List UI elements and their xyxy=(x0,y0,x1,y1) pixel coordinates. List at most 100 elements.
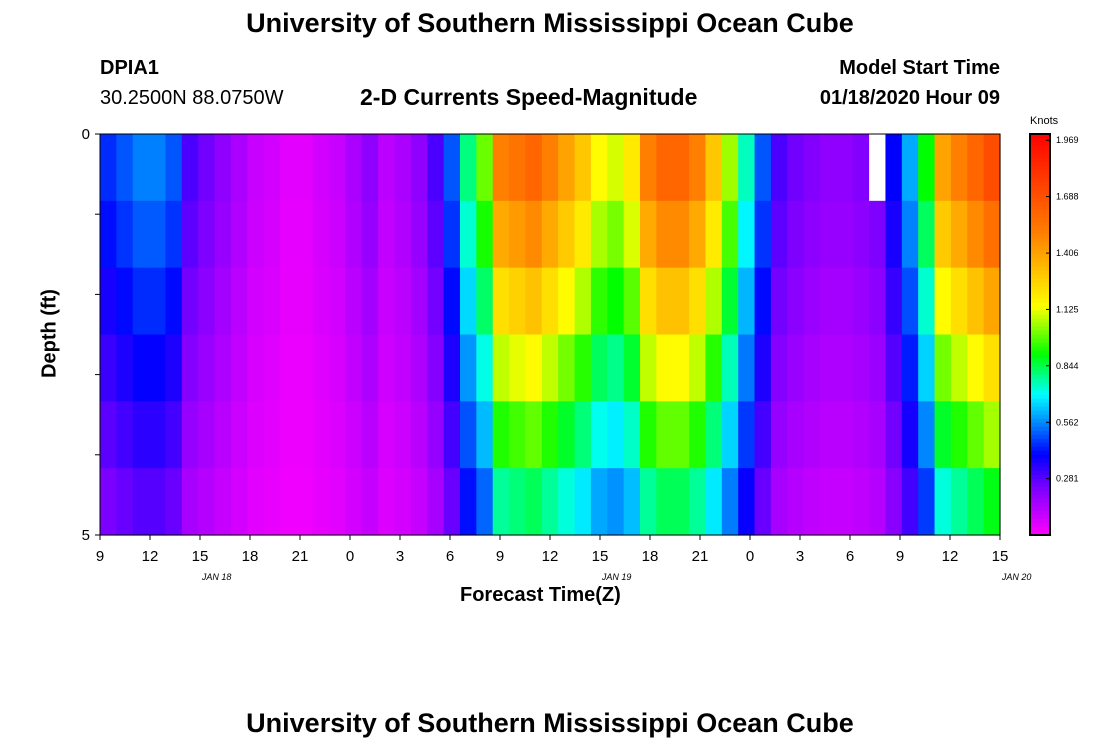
heatmap-cell xyxy=(149,401,167,469)
heatmap-cell xyxy=(492,401,510,469)
heatmap-cell xyxy=(640,401,657,469)
page-title: University of Southern Mississippi Ocean… xyxy=(246,8,854,38)
heatmap-cell xyxy=(132,401,150,469)
heatmap-cell xyxy=(672,334,690,402)
heatmap-cell xyxy=(116,200,134,269)
heatmap-cell xyxy=(345,334,363,402)
heatmap-cell xyxy=(640,134,657,202)
heatmap-cell xyxy=(181,134,199,202)
colorbar-swatch xyxy=(1030,306,1050,312)
colorbar-swatch xyxy=(1030,442,1050,448)
heatmap-cell xyxy=(623,134,641,202)
colorbar-swatch xyxy=(1030,286,1050,291)
heatmap-cell xyxy=(312,468,330,536)
heatmap-cell xyxy=(296,468,314,536)
heatmap-cell xyxy=(918,267,936,336)
colorbar-swatch xyxy=(1030,378,1050,384)
colorbar-swatch xyxy=(1030,134,1050,139)
heatmap-cell xyxy=(869,334,887,402)
heatmap-cell xyxy=(721,468,739,536)
heatmap-cell xyxy=(443,134,461,202)
colorbar-swatch xyxy=(1030,262,1050,267)
colorbar-swatch xyxy=(1030,502,1050,508)
colorbar-swatch xyxy=(1030,314,1050,320)
heatmap-cell xyxy=(918,134,936,202)
heatmap-cell xyxy=(345,267,363,336)
colorbar-swatch xyxy=(1030,414,1050,420)
heatmap-cell xyxy=(263,200,281,269)
heatmap-cell xyxy=(803,334,821,402)
heatmap-cell xyxy=(525,401,543,469)
footer-title: University of Southern Mississippi Ocean… xyxy=(246,708,854,738)
colorbar-tick-label: 0.281 xyxy=(1056,474,1079,484)
heatmap-cell xyxy=(656,134,674,202)
colorbar-swatch xyxy=(1030,198,1050,203)
heatmap-cell xyxy=(770,134,788,202)
colorbar-swatch xyxy=(1030,498,1050,504)
heatmap-cell xyxy=(198,468,216,536)
heatmap-cell xyxy=(263,267,281,336)
heatmap-cell xyxy=(312,401,330,469)
heatmap-cell xyxy=(329,334,347,402)
heatmap-cell xyxy=(901,468,919,536)
heatmap-cell xyxy=(574,401,592,469)
heatmap-cell xyxy=(901,267,919,336)
heatmap-cell xyxy=(541,267,559,336)
colorbar-swatch xyxy=(1030,398,1050,404)
heatmap-cell xyxy=(820,200,837,269)
heatmap-cell xyxy=(689,267,707,336)
heatmap-cell xyxy=(541,134,559,202)
x-axis-label: Forecast Time(Z) xyxy=(460,584,621,606)
heatmap-cell xyxy=(149,200,167,269)
colorbar-swatch xyxy=(1030,438,1050,444)
colorbar-swatch xyxy=(1030,146,1050,151)
colorbar-swatch xyxy=(1030,354,1050,360)
colorbar-swatch xyxy=(1030,178,1050,183)
heatmap-cell xyxy=(394,200,412,269)
colorbar-swatch xyxy=(1030,326,1050,332)
heatmap-cell xyxy=(427,200,445,269)
heatmap-cell xyxy=(770,468,788,536)
heatmap-cell xyxy=(934,468,952,536)
heatmap-cell xyxy=(656,334,674,402)
heatmap-cell xyxy=(770,334,788,402)
heatmap-cell xyxy=(590,468,608,536)
heatmap-cell xyxy=(410,334,428,402)
colorbar-swatch xyxy=(1030,218,1050,223)
colorbar-swatch xyxy=(1030,142,1050,147)
heatmap-cell xyxy=(607,134,625,202)
x-tick-label: 15 xyxy=(192,548,209,565)
heatmap-cell xyxy=(983,468,1001,536)
heatmap-cell xyxy=(869,401,887,469)
heatmap-cell xyxy=(476,401,494,469)
heatmap-cell xyxy=(705,200,723,269)
colorbar-tick-label: 0.562 xyxy=(1056,417,1079,427)
heatmap-cell xyxy=(656,267,674,336)
colorbar-swatch xyxy=(1030,186,1050,191)
colorbar-swatch xyxy=(1030,522,1050,528)
heatmap-cell xyxy=(100,267,117,336)
colorbar-swatch xyxy=(1030,190,1050,195)
heatmap-cell xyxy=(280,334,297,402)
x-tick-label: 18 xyxy=(242,548,259,565)
heatmap-cell xyxy=(329,401,347,469)
colorbar-swatch xyxy=(1030,302,1050,308)
heatmap-cell xyxy=(116,134,134,202)
colorbar-swatch xyxy=(1030,486,1050,492)
heatmap-cell-missing xyxy=(869,134,887,202)
date-label: JAN 19 xyxy=(601,572,632,582)
colorbar-swatch xyxy=(1030,338,1050,344)
heatmap-cell xyxy=(443,334,461,402)
heatmap-cell xyxy=(967,267,985,336)
heatmap-cell xyxy=(770,267,788,336)
colorbar: Knots 1.969 1.688 1.406 1.125 0.844 0.562 0.281 xyxy=(1029,115,1079,536)
heatmap-cell xyxy=(885,134,903,202)
heatmap-cell xyxy=(836,267,854,336)
heatmap-cell xyxy=(803,200,821,269)
heatmap-cell xyxy=(132,200,150,269)
heatmap-cell xyxy=(509,334,527,402)
colorbar-swatch xyxy=(1030,510,1050,516)
heatmap-cell xyxy=(280,401,297,469)
heatmap-cell xyxy=(721,134,739,202)
colorbar-swatch xyxy=(1030,294,1050,300)
